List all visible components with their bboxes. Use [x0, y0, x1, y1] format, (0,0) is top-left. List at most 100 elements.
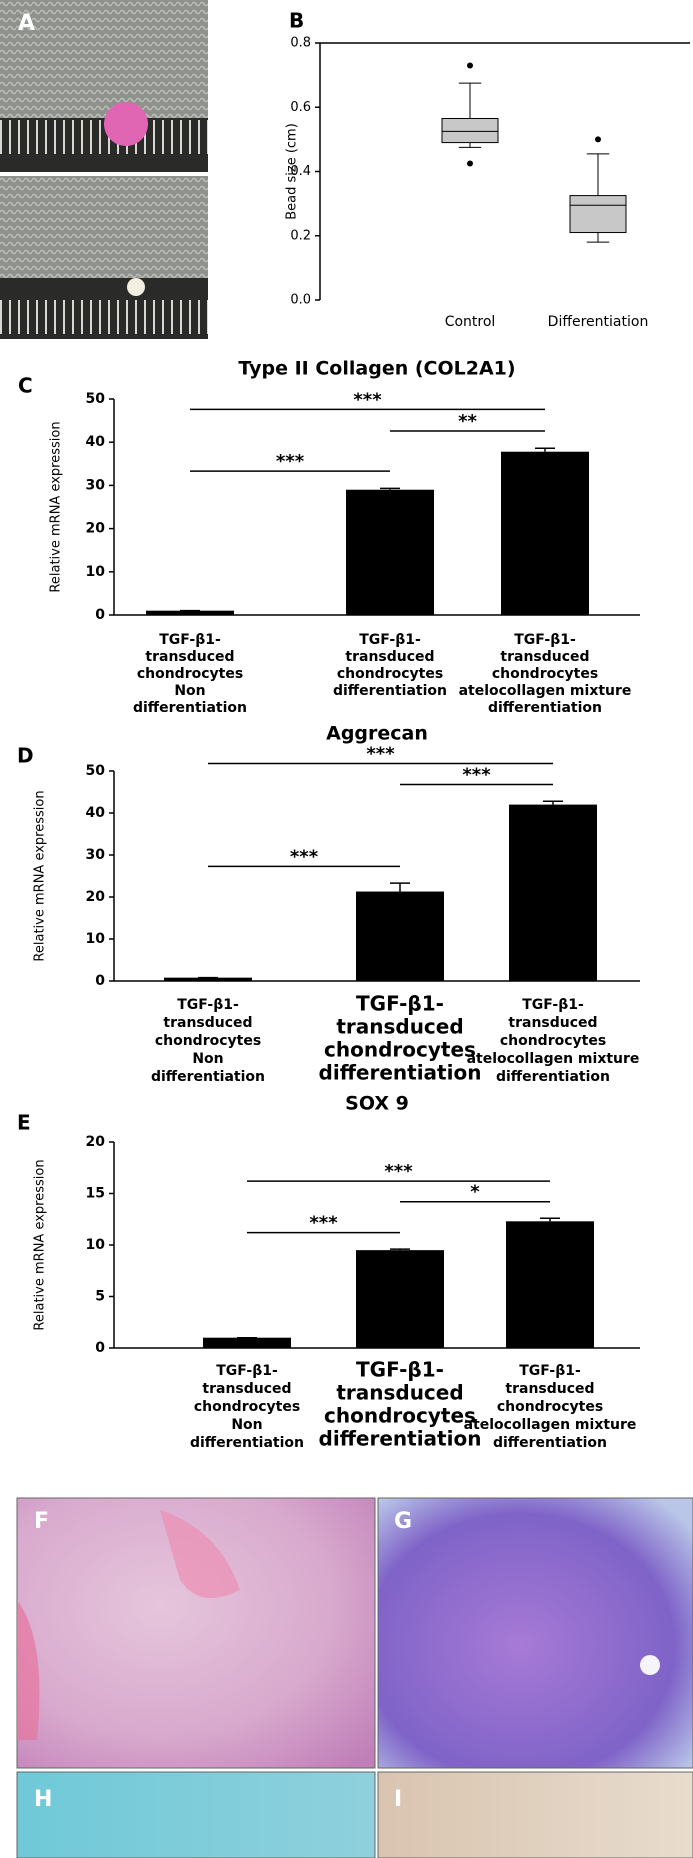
- x-tick-label: atelocollagen mixture: [464, 1417, 637, 1433]
- significance-label: ***: [366, 743, 395, 764]
- panel-label: I: [394, 1787, 402, 1812]
- y-tick-label: 40: [86, 434, 106, 450]
- x-tick-label: transduced: [345, 649, 434, 665]
- y-tick-label: 30: [86, 847, 106, 863]
- y-tick-label: 0.0: [290, 293, 311, 308]
- bar: [509, 804, 597, 981]
- chart-title: Type II Collagen (COL2A1): [238, 358, 515, 380]
- x-tick-label: transduced: [163, 1015, 252, 1031]
- panel-label: C: [18, 374, 33, 398]
- box: [569, 195, 627, 234]
- significance-label: ***: [290, 846, 319, 867]
- x-tick-label: chondrocytes: [137, 666, 243, 682]
- x-tick-label: TGF-β1-: [522, 997, 584, 1013]
- significance-label: ***: [353, 389, 382, 410]
- x-tick-label: chondrocytes: [324, 1404, 476, 1428]
- outlier: [467, 160, 473, 167]
- y-tick-label: 15: [86, 1186, 105, 1202]
- x-tick-label: atelocollagen mixture: [467, 1051, 640, 1067]
- x-tick-label: differentiation: [496, 1069, 610, 1085]
- x-tick-label: chondrocytes: [155, 1033, 261, 1049]
- x-tick-label: chondrocytes: [492, 666, 598, 682]
- bar: [356, 1250, 444, 1348]
- bar: [356, 891, 444, 981]
- panel-label: G: [394, 1509, 412, 1534]
- photo-f: F: [16, 1497, 376, 1769]
- photo-g: G: [377, 1497, 693, 1769]
- y-tick-label: 10: [86, 931, 106, 947]
- x-tick-label: transduced: [505, 1381, 594, 1397]
- y-tick-label: 20: [86, 1134, 106, 1150]
- significance-label: *: [470, 1182, 480, 1203]
- x-tick-label: transduced: [500, 649, 589, 665]
- panel-label: A: [18, 11, 35, 36]
- x-tick-label: transduced: [508, 1015, 597, 1031]
- x-tick-label: Non: [174, 683, 205, 699]
- bar: [146, 610, 234, 615]
- outlier: [595, 136, 601, 143]
- panel-label: B: [289, 9, 304, 33]
- x-tick-label: chondrocytes: [324, 1038, 476, 1062]
- outlier: [467, 62, 473, 69]
- y-tick-label: 0.6: [290, 100, 311, 115]
- x-tick-label: TGF-β1-: [514, 632, 576, 648]
- y-tick-label: 5: [95, 1289, 105, 1305]
- significance-label: ***: [276, 451, 305, 472]
- y-tick-label: 50: [86, 763, 106, 779]
- box: [441, 117, 499, 144]
- chart-title: Aggrecan: [326, 723, 428, 745]
- x-tick-label: differentiation: [319, 1061, 482, 1085]
- x-tick-label: differentiation: [190, 1435, 304, 1451]
- x-tick-label: chondrocytes: [497, 1399, 603, 1415]
- x-tick-label: transduced: [202, 1381, 291, 1397]
- x-tick-label: differentiation: [493, 1435, 607, 1451]
- y-tick-label: 0.4: [290, 164, 311, 179]
- x-tick-label: differentiation: [133, 700, 247, 716]
- y-tick-label: 40: [86, 805, 106, 821]
- x-tick-label: Non: [231, 1417, 262, 1433]
- x-tick-label: transduced: [336, 1015, 463, 1039]
- x-tick-label: TGF-β1-: [159, 632, 221, 648]
- significance-label: ***: [309, 1213, 338, 1234]
- significance-label: **: [458, 411, 477, 432]
- x-tick-label: differentiation: [333, 683, 447, 699]
- y-tick-label: 0: [95, 1340, 105, 1356]
- y-tick-label: 50: [86, 391, 106, 407]
- x-tick-label: chondrocytes: [337, 666, 443, 682]
- x-tick-label: Control: [445, 314, 496, 330]
- photo-i: I: [377, 1771, 693, 1858]
- x-tick-label: TGF-β1-: [519, 1363, 581, 1379]
- x-tick-label: TGF-β1-: [216, 1363, 278, 1379]
- x-tick-label: differentiation: [151, 1069, 265, 1085]
- bar: [346, 489, 434, 615]
- y-tick-label: 10: [86, 1237, 106, 1253]
- x-tick-label: differentiation: [319, 1427, 482, 1451]
- x-tick-label: differentiation: [488, 700, 602, 716]
- x-tick-label: transduced: [145, 649, 234, 665]
- y-axis-label: Bead size (cm): [285, 123, 300, 220]
- bar: [164, 977, 252, 981]
- y-tick-label: 0: [95, 973, 105, 989]
- panel-label: D: [17, 744, 34, 768]
- significance-label: ***: [462, 764, 491, 785]
- x-tick-label: atelocollagen mixture: [459, 683, 632, 699]
- y-axis-label: Relative mRNA expression: [33, 790, 48, 961]
- panel-label: H: [34, 1787, 52, 1812]
- y-tick-label: 0: [95, 607, 105, 623]
- x-tick-label: Non: [192, 1051, 223, 1067]
- x-tick-label: TGF-β1-: [356, 1358, 444, 1382]
- x-tick-label: transduced: [336, 1381, 463, 1405]
- photo-a: A: [0, 0, 208, 339]
- significance-label: ***: [384, 1161, 413, 1182]
- bar: [501, 451, 589, 615]
- x-tick-label: TGF-β1-: [177, 997, 239, 1013]
- x-tick-label: chondrocytes: [194, 1399, 300, 1415]
- y-tick-label: 10: [86, 564, 106, 580]
- y-axis-label: Relative mRNA expression: [33, 1159, 48, 1330]
- bar: [506, 1221, 594, 1348]
- panel-label: E: [17, 1111, 31, 1135]
- photo-h: H: [16, 1771, 376, 1858]
- y-axis-label: Relative mRNA expression: [49, 421, 64, 592]
